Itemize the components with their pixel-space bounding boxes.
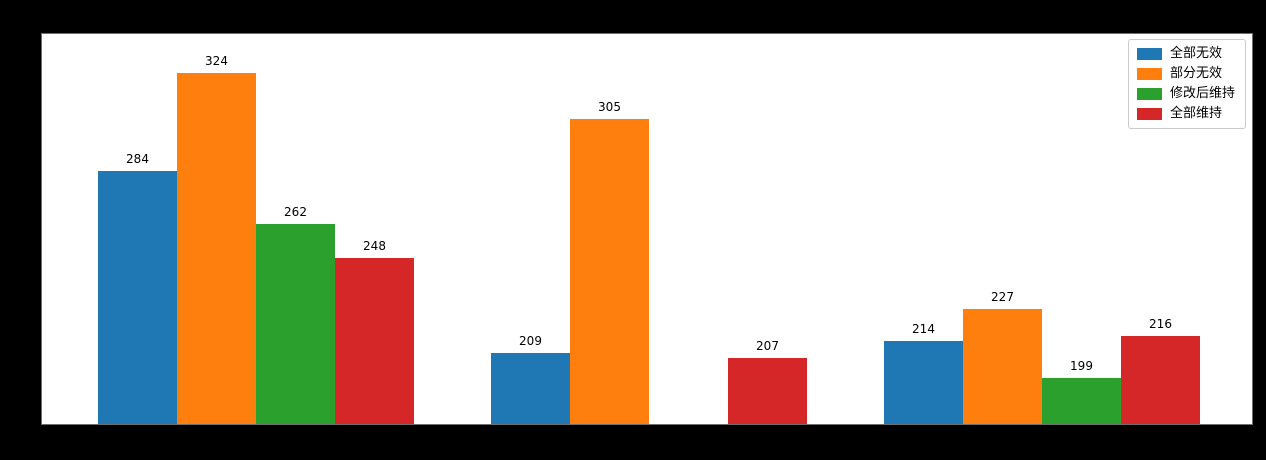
- bar-value-label: 324: [205, 54, 228, 68]
- bar: [963, 309, 1042, 424]
- bar: [98, 170, 177, 424]
- bar-value-label: 214: [912, 322, 935, 337]
- bar-value-label: 207: [756, 339, 779, 354]
- bar-value-label: 305: [598, 100, 621, 115]
- bar-value-label: 262: [284, 205, 307, 220]
- legend-swatch-icon: [1136, 108, 1162, 120]
- legend-entry: 全部无效: [1136, 46, 1235, 62]
- legend-label: 修改后维持: [1169, 86, 1235, 101]
- bar-value-label: 248: [363, 239, 386, 254]
- bar: [1121, 336, 1200, 424]
- legend-entry: 全部维持: [1136, 106, 1235, 122]
- bar-value-label: 284: [126, 151, 149, 166]
- legend-entry: 部分无效: [1136, 66, 1235, 82]
- bars-layer: 284 209 214 324 305 227 262 199 248 207 216: [42, 34, 1252, 424]
- bar: [177, 73, 256, 424]
- legend: 全部无效部分无效修改后维持全部维持: [1127, 39, 1246, 129]
- plot-area: 284 209 214 324 305 227 262 199 248 207 216 全部无效部分…: [41, 33, 1253, 425]
- legend-label: 全部维持: [1169, 106, 1222, 121]
- legend-label: 全部无效: [1169, 46, 1222, 61]
- bar: [335, 258, 414, 424]
- bar: [256, 224, 335, 424]
- bar-value-label: 199: [1070, 358, 1093, 373]
- legend-swatch-icon: [1136, 48, 1162, 60]
- legend-swatch-icon: [1136, 88, 1162, 100]
- legend-entry: 修改后维持: [1136, 86, 1235, 102]
- legend-label: 部分无效: [1169, 66, 1222, 81]
- bar: [728, 358, 807, 424]
- bar: [570, 119, 649, 424]
- bar: [1042, 377, 1121, 424]
- bar: [884, 341, 963, 424]
- bar: [491, 353, 570, 424]
- bar-value-label: 209: [519, 334, 542, 349]
- bar-value-label: 216: [1149, 317, 1172, 332]
- legend-swatch-icon: [1136, 68, 1162, 80]
- bar-value-label: 227: [991, 290, 1014, 305]
